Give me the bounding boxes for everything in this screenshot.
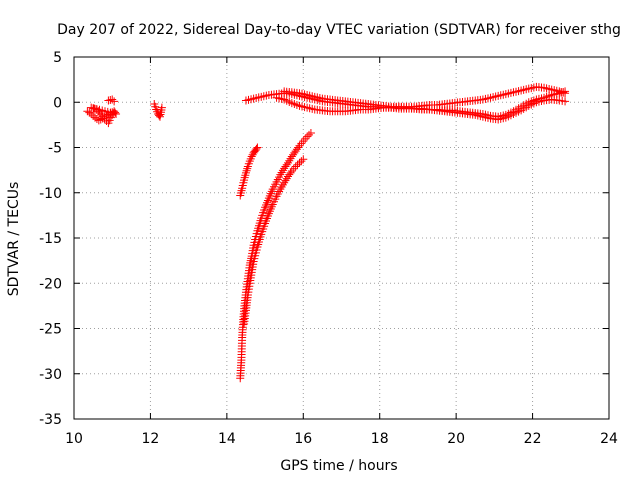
data-point-marker [306,129,315,138]
data-point-marker [278,180,287,189]
data-point-marker [85,108,94,117]
grid-lines [74,57,609,419]
data-point-marker [277,183,286,192]
data-points [83,82,570,383]
data-point-marker [277,168,286,177]
x-tick-label: 16 [294,431,312,447]
x-tick-label: 24 [600,431,618,447]
data-point-marker [293,160,302,169]
data-point-marker [281,176,290,185]
data-point-marker [280,178,289,187]
data-point-marker [157,103,166,112]
x-tick-label: 14 [218,431,236,447]
y-tick-label: -10 [39,186,62,202]
data-point-marker [100,114,109,123]
chart-title: Day 207 of 2022, Sidereal Day-to-day VTE… [57,22,621,38]
y-tick-label: -25 [39,322,62,338]
data-point-marker [299,155,308,164]
data-point-marker [98,112,107,121]
data-point-marker [276,170,285,179]
data-point-marker [301,134,310,143]
data-point-marker [252,144,261,153]
data-point-marker [303,132,312,141]
data-point-marker [305,130,314,139]
data-point-marker [285,156,294,165]
data-point-marker [286,168,295,177]
x-tick-labels: 10 12 14 16 18 20 22 24 [65,431,618,447]
data-point-marker [555,87,564,96]
y-tick-label: -15 [39,231,62,247]
x-tick-label: 18 [371,431,389,447]
y-tick-label: 5 [53,50,62,66]
data-point-marker [110,97,119,106]
data-point-marker [294,143,303,152]
x-tick-label: 12 [142,431,160,447]
data-point-marker [94,116,103,125]
data-point-marker [276,185,285,194]
y-tick-label: -35 [39,412,62,428]
y-tick-label: -20 [39,276,62,292]
data-point-marker [248,150,257,159]
data-point-marker [253,143,262,152]
x-tick-label: 22 [524,431,542,447]
y-tick-label: -30 [39,367,62,383]
data-point-marker [284,158,292,167]
data-point-marker [297,157,306,166]
data-point-marker [97,110,106,119]
data-point-marker [295,158,304,167]
data-point-marker [291,162,300,171]
data-point-marker [89,111,98,120]
data-point-marker [89,104,98,113]
y-tick-label: 0 [53,95,62,111]
axis-ticks [73,56,610,420]
data-point-marker [559,88,568,97]
y-tick-label: -5 [48,141,62,157]
data-point-marker [108,110,117,119]
data-point-marker [102,116,111,125]
data-point-marker [241,168,250,177]
data-point-marker [242,166,251,175]
data-point-marker [243,164,252,173]
y-tick-labels: -35 -30 -25 -20 -15 -10 -5 0 5 [39,50,62,428]
x-axis-label: GPS time / hours [280,458,397,474]
y-axis-label: SDTVAR / TECUs [6,182,22,297]
data-point-marker [557,87,566,96]
x-tick-label: 10 [65,431,83,447]
data-point-marker [561,97,570,106]
data-point-marker [299,137,308,146]
data-point-marker [108,95,117,104]
data-point-marker [561,89,570,98]
x-tick-label: 20 [447,431,465,447]
data-point-marker [87,103,96,112]
data-point-marker [247,152,256,161]
data-point-marker [155,111,164,120]
data-point-marker [266,205,275,214]
